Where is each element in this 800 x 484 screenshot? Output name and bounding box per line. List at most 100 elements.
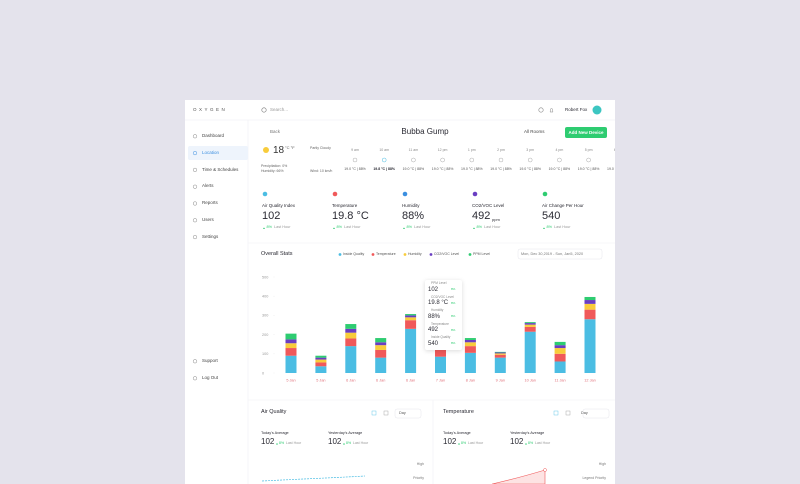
bar-segment (435, 349, 446, 357)
nav-item[interactable]: Dashboard (202, 133, 225, 138)
x-tick-label: 6 Jan (376, 379, 385, 383)
stat-change: 8% (279, 440, 285, 445)
y-tick-label: 200 (262, 333, 268, 337)
metric-label: Humidity (402, 203, 420, 208)
up-arrow (473, 227, 475, 229)
legend-label[interactable]: Humidity (408, 252, 422, 256)
nav-icon (192, 134, 198, 139)
avatar[interactable] (592, 105, 602, 115)
y-tick-label: 300 (262, 314, 268, 318)
bar-segment (494, 354, 506, 358)
legend-label[interactable]: CO2/VOC Level (434, 252, 460, 256)
precipitation: Precipitation: 0% (261, 164, 288, 168)
period-dropdown[interactable] (582, 408, 610, 419)
app-window: 0 100 200 300 400 500 5 Jan 5 Jan 6 Jan 6 Jan 6 Ja… (185, 100, 615, 484)
bar-segment (524, 324, 536, 327)
nav-item[interactable]: Location (202, 149, 220, 155)
bar-segment (494, 351, 506, 353)
up-arrow (263, 227, 265, 229)
bar-segment (524, 331, 536, 373)
tooltip-value: 88% (428, 313, 441, 320)
forecast-icon (381, 157, 387, 163)
bar-segment (285, 355, 297, 373)
trend-point (543, 468, 547, 472)
humidity: Humidity: 66% (261, 169, 284, 173)
legend-swatch (338, 253, 342, 256)
x-tick-label: 5 Jan (316, 379, 325, 383)
bar-segment (315, 366, 327, 373)
sun-icon (263, 147, 269, 153)
metric-icon (402, 191, 408, 197)
bar-segment (554, 341, 566, 346)
stat-label: Yesterday's Average (328, 431, 363, 435)
nav-icon (192, 218, 198, 223)
metric-change: 8% (476, 225, 483, 229)
nav-item[interactable]: Reports (202, 200, 218, 206)
metric-unit: ppm (492, 217, 500, 222)
metric-label: CO2/VOC Level (472, 203, 505, 208)
nav-item[interactable]: Users (202, 217, 214, 222)
metric-value: 492 (472, 210, 491, 222)
period-select[interactable]: Day (581, 410, 588, 415)
forecast-time: 11 am (408, 148, 419, 152)
bar-segment (405, 314, 417, 316)
forecast-icon (527, 157, 533, 163)
forecast-reading: 19.0 °C | 88% (402, 167, 425, 171)
settings-icon[interactable] (538, 107, 544, 113)
chart-type-icon (383, 410, 389, 416)
stat-value: 102 (261, 437, 275, 446)
period-select[interactable]: Day (399, 410, 406, 415)
legend-label[interactable]: Inside Quality (343, 252, 365, 256)
bar-segment (345, 332, 357, 339)
metric-period: Last Hour (274, 225, 291, 229)
tooltip-value: 540 (428, 340, 439, 347)
bar-segment (405, 320, 417, 329)
bar-segment (315, 362, 327, 367)
bar-segment (345, 338, 357, 347)
stat-period: Last Hour (353, 440, 369, 445)
chart-title: Overall Stats (261, 251, 293, 257)
nav-item[interactable]: Time & Schedules (202, 166, 239, 172)
forecast-time: 4 pm (555, 148, 564, 152)
legend-swatch (371, 253, 375, 256)
back-link[interactable]: Back (270, 129, 281, 134)
add-button[interactable]: Add New Device (568, 129, 604, 135)
bar-segment (315, 355, 327, 358)
bar-segment (524, 326, 536, 332)
room-filter[interactable]: All Rooms (524, 129, 545, 134)
nav-item[interactable]: Settings (202, 233, 219, 239)
add-button-bg[interactable] (565, 127, 607, 138)
period-dropdown[interactable] (394, 408, 422, 419)
weather-units: °C °F (285, 145, 295, 150)
x-tick-label: 8 Jan (466, 379, 475, 383)
tooltip (425, 280, 462, 350)
nav-item[interactable]: Support (202, 358, 218, 363)
metric-change: 8% (266, 225, 273, 229)
user-name[interactable]: Robert Fox (565, 107, 588, 112)
bar-segment (315, 357, 327, 360)
stat-value: 102 (443, 437, 457, 446)
search-input[interactable]: Search... (270, 107, 289, 112)
bar-segment (464, 346, 476, 353)
stat-period: Last Hour (535, 440, 551, 445)
logo: OXYGEN (193, 107, 228, 112)
tooltip-value: 492 (428, 327, 439, 334)
legend-swatch (403, 253, 407, 256)
bar-segment (405, 315, 417, 318)
bar-segment (405, 328, 417, 373)
date-range[interactable]: Mon, Dec 30,2019 - Sun, Jan5, 2020 (521, 251, 584, 256)
nav-item[interactable]: Alerts (202, 183, 214, 189)
bar-segment (375, 349, 387, 358)
nav-icon (192, 151, 198, 156)
forecast-reading: 19.0 °C | 88% (490, 167, 512, 171)
bell-icon[interactable] (549, 108, 554, 113)
legend-label[interactable]: Temperature (376, 252, 396, 256)
bar-segment (315, 359, 327, 363)
active-nav-bg (188, 146, 248, 160)
nav-icon (192, 167, 198, 172)
legend-label[interactable]: PPM Level (473, 252, 490, 256)
nav-item[interactable]: Log Out (202, 375, 219, 380)
bar-segment (285, 343, 297, 349)
date-dropdown[interactable] (517, 248, 603, 260)
tooltip-value: 19.8 °C (428, 300, 449, 307)
